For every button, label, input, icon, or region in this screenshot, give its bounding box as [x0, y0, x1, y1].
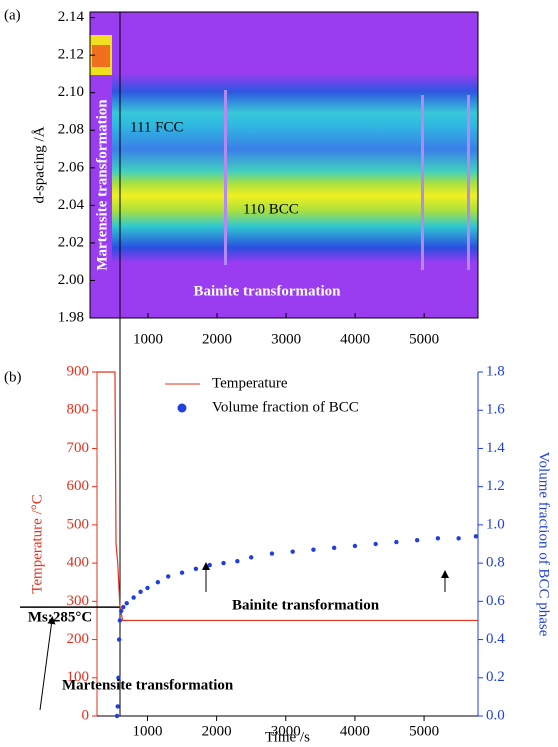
data-point: [248, 555, 254, 560]
y-tick-label: 2.00: [58, 272, 84, 288]
x-tick-label: 2000: [202, 331, 232, 347]
data-point: [373, 541, 378, 547]
data-point: [221, 560, 226, 566]
data-point: [116, 675, 121, 680]
y2-tick-label: 1.2: [486, 478, 505, 494]
annotation: Bainite transformation: [232, 597, 380, 613]
x-axis-label: Time /s: [265, 729, 310, 745]
data-point: [117, 618, 123, 623]
legend-label: Temperature: [212, 375, 288, 391]
y-tick-label: 600: [67, 478, 90, 494]
panel-b: [39, 372, 479, 717]
data-point: [207, 562, 212, 568]
y-tick-label: 2.06: [58, 159, 85, 175]
data-point: [269, 551, 275, 556]
y2-tick-label: 1.8: [486, 363, 505, 379]
y2-tick-label: 1.4: [486, 440, 505, 456]
data-point: [131, 595, 136, 600]
annotation: 110 BCC: [243, 201, 299, 217]
data-point: [179, 570, 185, 575]
plot-frame: [89, 11, 479, 319]
data-point: [145, 585, 150, 591]
heatmap-streak: [224, 90, 227, 265]
data-point: [114, 713, 120, 719]
y-tick-label: 2.04: [58, 197, 85, 213]
data-point: [414, 537, 420, 543]
data-point: [352, 543, 358, 549]
annotation: Bainite transformation: [193, 283, 341, 299]
y2-axis-label: Volume fraction of BCC phase: [536, 452, 552, 637]
reference-label: Ms:285°C: [28, 610, 92, 626]
y2-tick-label: 0.0: [486, 707, 505, 723]
x-tick-label: 4000: [340, 723, 370, 739]
annotation: Martensite transformation: [94, 99, 110, 271]
data-point: [473, 534, 479, 539]
y-tick-label: 2.08: [58, 122, 84, 138]
legend-marker: [177, 403, 187, 413]
x-tick-label: 4000: [340, 331, 370, 347]
y-tick-label: 1.98: [58, 309, 84, 325]
data-point: [121, 604, 126, 610]
heatmap-streak: [421, 95, 424, 270]
y-axis-label: d-spacing /Å: [31, 126, 47, 203]
arrow: [39, 616, 56, 711]
y-tick-label: 2.02: [58, 234, 84, 250]
data-point: [115, 704, 120, 709]
data-point: [116, 637, 122, 642]
x-tick-label: 1000: [132, 723, 162, 739]
annotation: 111 FCC: [130, 119, 184, 135]
data-point: [138, 589, 143, 594]
data-point: [311, 547, 316, 552]
data-point: [166, 574, 171, 579]
y2-tick-label: 0.4: [486, 631, 505, 647]
x-tick-label: 3000: [271, 723, 301, 739]
data-point: [155, 580, 161, 585]
legend-label: Volume fraction of BCC: [212, 399, 359, 415]
data-line: [97, 371, 478, 622]
annotation: Martensite transformation: [62, 677, 234, 693]
heatmap-bands: [112, 12, 478, 318]
x-tick-label: 5000: [409, 723, 439, 739]
y2-tick-label: 0.6: [486, 593, 505, 609]
data-point: [290, 549, 295, 554]
heatmap-blob: [92, 45, 110, 67]
y2-tick-label: 1.0: [486, 516, 505, 532]
y-tick-label: 300: [67, 593, 90, 609]
data-point: [119, 608, 124, 614]
data-point: [435, 536, 441, 541]
y-tick-label: 400: [67, 555, 90, 571]
x-tick-label: 3000: [271, 331, 301, 347]
y-tick-label: 0: [82, 707, 90, 723]
y-tick-label: 100: [67, 669, 90, 685]
y-tick-label: 500: [67, 516, 90, 532]
y2-tick-label: 0.2: [486, 669, 505, 685]
panel-label: (b): [4, 369, 22, 385]
data-point: [124, 601, 129, 606]
y2-tick-label: 0.8: [486, 555, 505, 571]
heatmap-streak: [467, 95, 470, 270]
y-tick-label: 700: [67, 440, 90, 456]
y-axis-label: Temperature /°C: [29, 494, 45, 594]
y-tick-label: 2.12: [58, 47, 84, 63]
data-point: [456, 536, 461, 541]
data-point: [394, 539, 399, 545]
y-tick-label: 200: [67, 631, 90, 647]
data-point: [235, 559, 240, 564]
y2-tick-label: 1.6: [486, 402, 505, 418]
y-tick-label: 800: [67, 402, 90, 418]
panel-label: (a): [4, 7, 21, 23]
data-point: [331, 545, 337, 551]
data-point: [193, 566, 199, 572]
x-tick-label: 5000: [409, 331, 439, 347]
y-tick-label: 2.14: [58, 9, 85, 25]
panel-a: [89, 11, 479, 319]
y-tick-label: 2.10: [58, 84, 84, 100]
y-tick-label: 900: [67, 363, 90, 379]
x-tick-label: 2000: [202, 723, 232, 739]
x-tick-label: 1000: [133, 331, 163, 347]
